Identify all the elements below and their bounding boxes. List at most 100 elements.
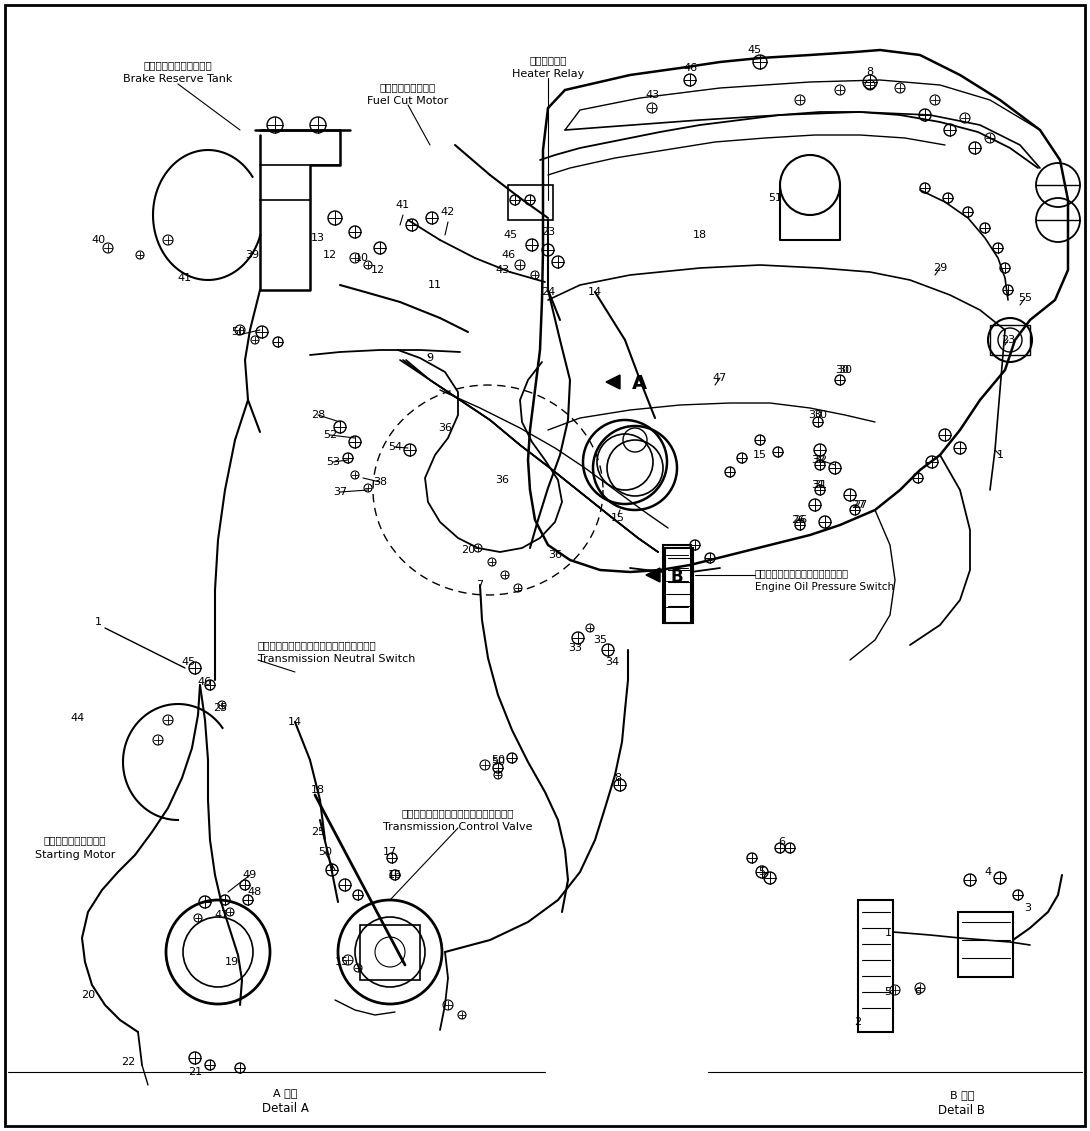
Text: 50: 50 bbox=[490, 757, 505, 767]
Text: 32: 32 bbox=[811, 455, 825, 465]
Text: 25: 25 bbox=[213, 703, 227, 713]
Bar bbox=[858, 900, 893, 1031]
Text: 15: 15 bbox=[335, 957, 349, 967]
Bar bbox=[990, 325, 1030, 355]
Text: 43: 43 bbox=[645, 90, 659, 100]
Text: 38: 38 bbox=[373, 477, 387, 487]
Text: 16: 16 bbox=[388, 870, 402, 880]
Text: 18: 18 bbox=[311, 785, 325, 795]
Text: 15: 15 bbox=[753, 450, 767, 460]
Text: 35: 35 bbox=[593, 634, 607, 645]
Text: 31: 31 bbox=[813, 480, 827, 490]
Text: 5: 5 bbox=[759, 867, 765, 877]
Text: 7: 7 bbox=[476, 580, 484, 590]
Text: 8: 8 bbox=[615, 772, 621, 783]
Text: 36: 36 bbox=[548, 550, 562, 560]
Text: ヒータリレー: ヒータリレー bbox=[530, 55, 567, 64]
Text: 45: 45 bbox=[502, 230, 517, 240]
Text: 12: 12 bbox=[323, 250, 337, 260]
Text: 49: 49 bbox=[243, 870, 257, 880]
Text: 2: 2 bbox=[855, 1017, 861, 1027]
Text: 30: 30 bbox=[835, 365, 849, 375]
Text: 14: 14 bbox=[588, 287, 602, 297]
Text: 37: 37 bbox=[332, 487, 347, 497]
Text: 36: 36 bbox=[495, 475, 509, 485]
Text: 42: 42 bbox=[440, 207, 456, 217]
Text: 53: 53 bbox=[326, 457, 340, 467]
Text: 33: 33 bbox=[568, 644, 582, 653]
Text: 15: 15 bbox=[611, 513, 625, 523]
Text: 47: 47 bbox=[215, 910, 229, 920]
Text: 4: 4 bbox=[984, 867, 992, 877]
Text: 6: 6 bbox=[915, 987, 921, 998]
Text: 51: 51 bbox=[768, 193, 782, 202]
Text: 46: 46 bbox=[198, 677, 213, 687]
Text: B 詳細: B 詳細 bbox=[949, 1090, 974, 1100]
Text: ブレーキリザーブタンク: ブレーキリザーブタンク bbox=[144, 60, 213, 70]
Text: 6: 6 bbox=[778, 837, 786, 847]
Text: 26: 26 bbox=[792, 515, 807, 525]
Text: Transmission Neutral Switch: Transmission Neutral Switch bbox=[258, 654, 415, 664]
Bar bbox=[663, 545, 691, 623]
Text: 25: 25 bbox=[311, 827, 325, 837]
Text: 34: 34 bbox=[605, 657, 619, 667]
Text: 47: 47 bbox=[713, 373, 727, 383]
Text: Detail A: Detail A bbox=[262, 1102, 308, 1115]
Text: 20: 20 bbox=[461, 545, 475, 555]
Text: 28: 28 bbox=[311, 411, 325, 420]
Text: 23: 23 bbox=[541, 227, 555, 238]
Text: 39: 39 bbox=[245, 250, 259, 260]
Text: Fuel Cut Motor: Fuel Cut Motor bbox=[367, 96, 449, 106]
Text: 46: 46 bbox=[501, 250, 516, 260]
Text: 1: 1 bbox=[996, 450, 1004, 460]
Text: スターティングモータ: スターティングモータ bbox=[44, 835, 106, 845]
Text: 9: 9 bbox=[426, 353, 434, 363]
Text: 13: 13 bbox=[311, 233, 325, 243]
Text: Heater Relay: Heater Relay bbox=[512, 69, 584, 79]
Text: 32: 32 bbox=[813, 455, 827, 465]
Bar bbox=[958, 912, 1013, 977]
Text: 27: 27 bbox=[851, 500, 865, 510]
Text: 14: 14 bbox=[288, 717, 302, 727]
Text: 17: 17 bbox=[383, 847, 397, 857]
Text: 22: 22 bbox=[121, 1057, 135, 1067]
Polygon shape bbox=[646, 568, 661, 582]
Text: 50: 50 bbox=[318, 847, 332, 857]
Text: 19: 19 bbox=[225, 957, 239, 967]
Text: 10: 10 bbox=[355, 253, 370, 264]
Text: 45: 45 bbox=[748, 45, 762, 55]
Text: 45: 45 bbox=[181, 657, 195, 667]
Text: Engine Oil Pressure Switch: Engine Oil Pressure Switch bbox=[755, 582, 894, 592]
Text: 46: 46 bbox=[683, 63, 698, 74]
Text: A: A bbox=[632, 374, 647, 392]
Text: 30: 30 bbox=[813, 411, 827, 420]
Bar bbox=[508, 185, 553, 221]
Text: 24: 24 bbox=[541, 287, 555, 297]
Text: 41: 41 bbox=[396, 200, 410, 210]
Text: トランスミッションニュートラルスイッチ: トランスミッションニュートラルスイッチ bbox=[258, 640, 377, 650]
Text: Transmission Control Valve: Transmission Control Valve bbox=[384, 822, 533, 832]
Text: 11: 11 bbox=[428, 280, 443, 290]
Text: 1: 1 bbox=[95, 618, 101, 627]
Text: 31: 31 bbox=[811, 480, 825, 490]
Text: 50: 50 bbox=[490, 756, 505, 765]
Bar bbox=[665, 549, 693, 623]
Text: B: B bbox=[670, 568, 682, 586]
Text: 43: 43 bbox=[495, 265, 509, 275]
Polygon shape bbox=[606, 375, 620, 389]
Text: 44: 44 bbox=[71, 713, 85, 723]
Text: 5: 5 bbox=[884, 987, 892, 998]
Text: エンジンオイルプレッシャスイッチ: エンジンオイルプレッシャスイッチ bbox=[755, 568, 849, 578]
Text: 40: 40 bbox=[90, 235, 105, 245]
Text: 50: 50 bbox=[231, 327, 245, 337]
Text: フェルカットモータ: フェルカットモータ bbox=[380, 83, 436, 92]
Text: 12: 12 bbox=[371, 265, 385, 275]
Text: 52: 52 bbox=[323, 430, 337, 440]
Text: 8: 8 bbox=[867, 67, 873, 77]
Text: 55: 55 bbox=[1018, 293, 1032, 303]
Bar bbox=[360, 925, 420, 979]
Text: 3: 3 bbox=[1025, 903, 1031, 913]
Text: 54: 54 bbox=[388, 442, 402, 452]
Text: Brake Reserve Tank: Brake Reserve Tank bbox=[123, 74, 232, 84]
Text: 48: 48 bbox=[247, 887, 262, 897]
